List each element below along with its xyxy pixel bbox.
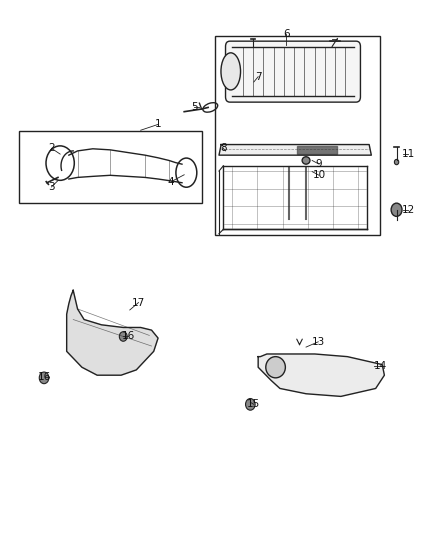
Text: 13: 13 (311, 337, 325, 347)
Text: 1: 1 (155, 119, 161, 130)
Polygon shape (258, 354, 385, 397)
Text: 17: 17 (132, 297, 145, 308)
Text: 10: 10 (313, 171, 326, 180)
Bar (215, 36, 380, 235)
Text: 14: 14 (374, 361, 388, 371)
Ellipse shape (39, 372, 49, 384)
Text: 7: 7 (255, 71, 261, 82)
FancyBboxPatch shape (226, 41, 360, 102)
Text: 16: 16 (122, 332, 135, 342)
Text: 6: 6 (283, 29, 290, 39)
Text: 15: 15 (247, 399, 261, 409)
Text: 11: 11 (402, 149, 415, 159)
Ellipse shape (246, 399, 255, 410)
Bar (19, 131, 201, 203)
Ellipse shape (266, 357, 286, 378)
Text: 12: 12 (402, 205, 415, 215)
Ellipse shape (391, 203, 402, 216)
Text: 16: 16 (38, 372, 52, 382)
Text: 5: 5 (191, 102, 198, 112)
Text: 9: 9 (316, 159, 322, 169)
Polygon shape (219, 144, 371, 155)
Bar (297, 146, 336, 154)
Text: 8: 8 (220, 143, 226, 154)
Ellipse shape (221, 53, 240, 90)
Ellipse shape (302, 157, 310, 164)
Text: 2: 2 (48, 143, 55, 154)
Polygon shape (67, 290, 158, 375)
Ellipse shape (394, 159, 399, 165)
Text: 3: 3 (48, 182, 55, 192)
Ellipse shape (119, 332, 127, 341)
Text: 4: 4 (168, 176, 174, 187)
